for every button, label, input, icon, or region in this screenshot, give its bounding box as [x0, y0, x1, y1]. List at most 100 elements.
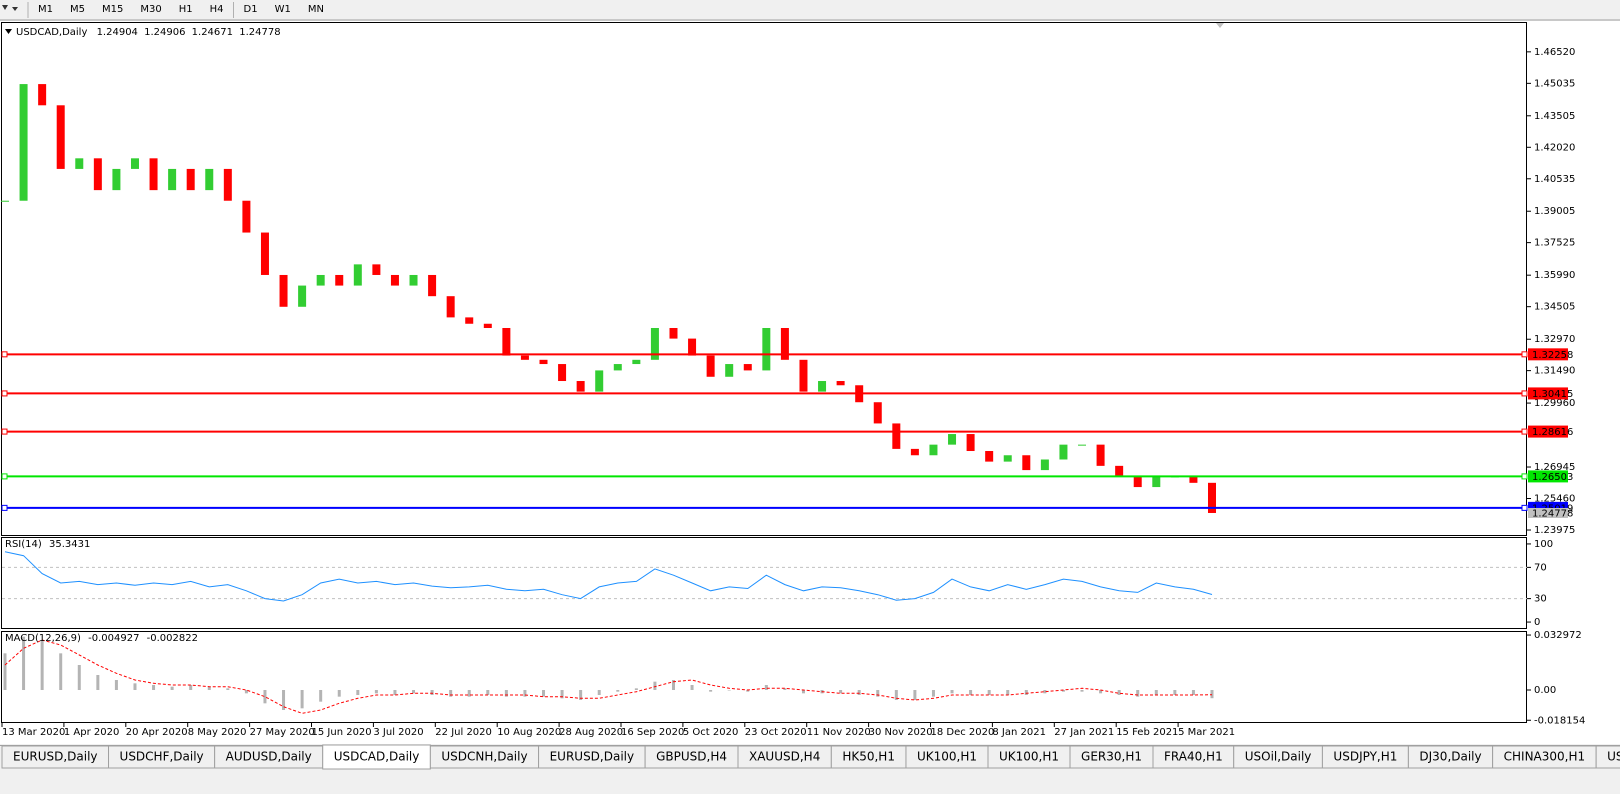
- macd-bar: [486, 690, 490, 695]
- tab-label[interactable]: USDJPY,H1: [1333, 750, 1397, 764]
- tab-label[interactable]: GBPUSD,H4: [656, 750, 727, 764]
- candle: [465, 317, 474, 324]
- candle: [279, 274, 288, 307]
- candle: [520, 355, 529, 360]
- tab[interactable]: HK50,H1: [830, 745, 907, 769]
- tab-background[interactable]: [1595, 745, 1620, 769]
- candle: [1078, 444, 1087, 446]
- macd-bar: [22, 636, 26, 690]
- tab[interactable]: USOil,Daily: [1233, 745, 1323, 769]
- macd-signal-value: -0.002822: [147, 633, 198, 644]
- tab[interactable]: USDCHF,Daily: [108, 745, 216, 769]
- tab-label[interactable]: EURUSD,Daily: [550, 750, 635, 764]
- timeframe-button[interactable]: D1: [244, 4, 258, 15]
- tab[interactable]: XAUUSD,H4: [737, 745, 832, 769]
- macd-bar: [282, 690, 286, 710]
- tab[interactable]: GBPUSD,H4: [644, 745, 739, 769]
- tabs: EURUSD,Daily USDCHF,Daily AUDUSD,Daily USDC…: [1, 744, 1620, 770]
- timeframe-button[interactable]: M30: [140, 4, 161, 15]
- tab[interactable]: CHINA300,H1: [1492, 745, 1597, 769]
- x-tick-label: 15 Jun 2020: [312, 727, 372, 738]
- tab-label[interactable]: USOil,Daily: [1245, 750, 1312, 764]
- macd-bar: [1191, 690, 1195, 695]
- tab[interactable]: USDCAD,Daily: [322, 744, 431, 770]
- timeframe-button[interactable]: M1: [38, 4, 53, 15]
- candle: [130, 158, 139, 169]
- open-value: 1.24904: [97, 27, 138, 38]
- tab-label[interactable]: USDCAD,Daily: [334, 750, 420, 764]
- candle: [428, 274, 437, 297]
- candle: [316, 274, 325, 286]
- tab-label[interactable]: AUDUSD,Daily: [226, 750, 312, 764]
- tab-label[interactable]: XAUUSD,H4: [749, 750, 820, 764]
- tab-label[interactable]: EURUSD,Daily: [13, 750, 98, 764]
- level-handle[interactable]: [1, 504, 8, 511]
- tab[interactable]: USDCNH,Daily: [429, 745, 540, 769]
- price-panel: [1, 22, 1527, 536]
- macd-bar: [263, 690, 267, 704]
- macd-bar: [133, 683, 137, 690]
- tab-label[interactable]: DJ30,Daily: [1419, 750, 1481, 764]
- tab[interactable]: FRA40,H1: [1152, 745, 1235, 769]
- tab[interactable]: USOil,...: [1595, 745, 1620, 769]
- timeframe-button[interactable]: M15: [102, 4, 123, 15]
- x-tick-label: 22 Jul 2020: [435, 727, 492, 738]
- y-tick-label: 1.37525: [1534, 238, 1575, 249]
- tab-label[interactable]: UK100,H1: [917, 750, 977, 764]
- macd-bar: [1117, 690, 1121, 695]
- x-tick-label: 28 Aug 2020: [559, 727, 623, 738]
- level-handle[interactable]: [1, 473, 8, 480]
- level-handle[interactable]: [1521, 504, 1528, 511]
- tab-label[interactable]: USDCHF,Daily: [120, 750, 204, 764]
- tab[interactable]: GER30,H1: [1069, 745, 1154, 769]
- candle: [1152, 476, 1161, 488]
- macd-bar: [690, 685, 694, 690]
- level-handle[interactable]: [1, 351, 8, 358]
- toolbar-icon[interactable]: [2, 5, 18, 11]
- macd-bar: [226, 688, 230, 690]
- level-handle[interactable]: [1521, 473, 1528, 480]
- tab-label[interactable]: UK100,H1: [999, 750, 1059, 764]
- candle: [1115, 465, 1124, 477]
- timeframe-button[interactable]: W1: [275, 4, 291, 15]
- timeframe-button[interactable]: M5: [70, 4, 85, 15]
- tab[interactable]: UK100,H1: [905, 745, 989, 769]
- macd-bar: [1136, 690, 1140, 697]
- timeframe-button[interactable]: H1: [179, 4, 193, 15]
- level-handle[interactable]: [1521, 351, 1528, 358]
- tab-label[interactable]: USOil,...: [1607, 750, 1620, 764]
- candle: [966, 434, 975, 452]
- tab-label[interactable]: GER30,H1: [1081, 750, 1142, 764]
- y-tick-label: 30: [1534, 594, 1547, 605]
- level-handle[interactable]: [1, 390, 8, 397]
- tab[interactable]: AUDUSD,Daily: [214, 745, 324, 769]
- tab[interactable]: EURUSD,Daily: [538, 745, 646, 769]
- rsi-line: [4, 551, 1213, 602]
- tab[interactable]: DJ30,Daily: [1407, 745, 1494, 769]
- macd-bar: [746, 690, 750, 692]
- macd-bar: [727, 690, 731, 691]
- tab-label[interactable]: USDCNH,Daily: [441, 750, 527, 764]
- level-handle[interactable]: [1, 428, 8, 435]
- tab-label[interactable]: HK50,H1: [842, 750, 895, 764]
- timeframe-button[interactable]: MN: [308, 4, 324, 15]
- tab-label[interactable]: FRA40,H1: [1164, 750, 1223, 764]
- candle: [242, 200, 251, 233]
- tab-background[interactable]: [322, 744, 431, 770]
- x-tick-label: 11 Nov 2020: [807, 727, 871, 738]
- macd-bar: [40, 640, 44, 690]
- tab[interactable]: EURUSD,Daily: [1, 745, 110, 769]
- level-handle[interactable]: [1521, 390, 1528, 397]
- macd-bar: [207, 686, 211, 690]
- tab[interactable]: USDJPY,H1: [1321, 745, 1409, 769]
- tab[interactable]: UK100,H1: [987, 745, 1071, 769]
- macd-bar: [894, 690, 898, 700]
- level-handle[interactable]: [1521, 428, 1528, 435]
- tab-label[interactable]: CHINA300,H1: [1504, 750, 1586, 764]
- y-tick-label: 1.26945: [1534, 462, 1575, 473]
- y-tick-label: 1.43505: [1534, 111, 1575, 122]
- candle: [558, 364, 567, 382]
- candle: [818, 381, 827, 392]
- timeframe-button[interactable]: H4: [210, 4, 224, 15]
